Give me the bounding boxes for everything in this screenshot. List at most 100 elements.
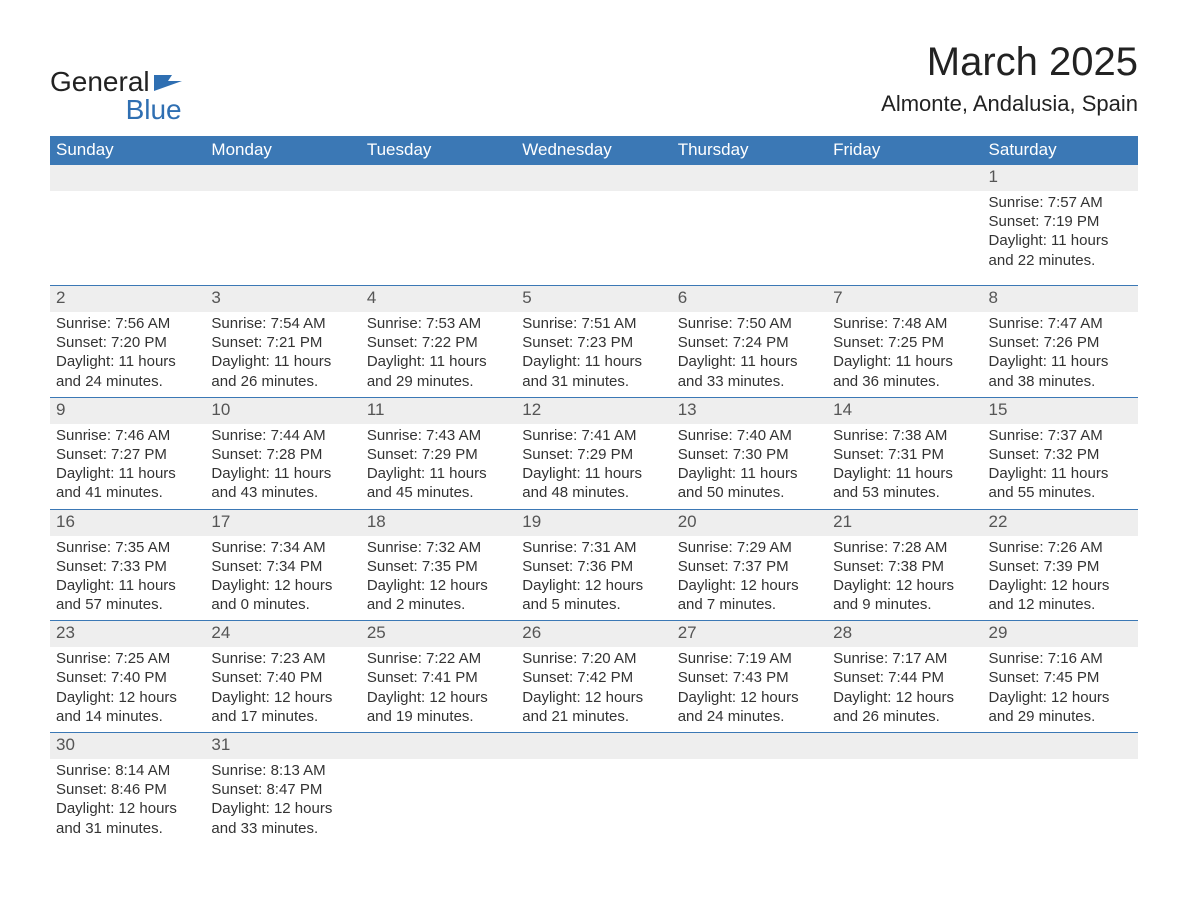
calendar-cell: 8Sunrise: 7:47 AMSunset: 7:26 PMDaylight… bbox=[983, 286, 1138, 398]
calendar-cell: 1Sunrise: 7:57 AMSunset: 7:19 PMDaylight… bbox=[983, 165, 1138, 286]
daylight-line: Daylight: 12 hours bbox=[678, 576, 821, 595]
daylight-line: and 57 minutes. bbox=[56, 595, 199, 614]
sunrise-line: Sunrise: 7:23 AM bbox=[211, 649, 354, 668]
sunrise-line: Sunrise: 7:19 AM bbox=[678, 649, 821, 668]
day-number: 20 bbox=[672, 510, 827, 536]
day-details: Sunrise: 7:17 AMSunset: 7:44 PMDaylight:… bbox=[827, 647, 982, 732]
calendar-cell: 3Sunrise: 7:54 AMSunset: 7:21 PMDaylight… bbox=[205, 286, 360, 398]
daylight-line: Daylight: 12 hours bbox=[367, 576, 510, 595]
daylight-line: and 0 minutes. bbox=[211, 595, 354, 614]
calendar-cell: 25Sunrise: 7:22 AMSunset: 7:41 PMDayligh… bbox=[361, 621, 516, 733]
day-details: Sunrise: 7:34 AMSunset: 7:34 PMDaylight:… bbox=[205, 536, 360, 621]
daylight-line: Daylight: 12 hours bbox=[522, 688, 665, 707]
day-number: 29 bbox=[983, 621, 1138, 647]
day-details: Sunrise: 7:53 AMSunset: 7:22 PMDaylight:… bbox=[361, 312, 516, 397]
daylight-line: and 24 minutes. bbox=[678, 707, 821, 726]
daylight-line: and 41 minutes. bbox=[56, 483, 199, 502]
sunrise-line: Sunrise: 7:29 AM bbox=[678, 538, 821, 557]
day-details bbox=[672, 759, 827, 843]
daylight-line: and 29 minutes. bbox=[989, 707, 1132, 726]
daylight-line: and 53 minutes. bbox=[833, 483, 976, 502]
day-number bbox=[361, 733, 516, 759]
day-details bbox=[205, 191, 360, 285]
sunset-line: Sunset: 7:38 PM bbox=[833, 557, 976, 576]
daylight-line: Daylight: 11 hours bbox=[522, 464, 665, 483]
calendar-body: 1Sunrise: 7:57 AMSunset: 7:19 PMDaylight… bbox=[50, 165, 1138, 844]
day-details: Sunrise: 7:35 AMSunset: 7:33 PMDaylight:… bbox=[50, 536, 205, 621]
daylight-line: Daylight: 11 hours bbox=[678, 352, 821, 371]
sunset-line: Sunset: 7:21 PM bbox=[211, 333, 354, 352]
sunset-line: Sunset: 7:22 PM bbox=[367, 333, 510, 352]
calendar-cell: 5Sunrise: 7:51 AMSunset: 7:23 PMDaylight… bbox=[516, 286, 671, 398]
daylight-line: and 9 minutes. bbox=[833, 595, 976, 614]
day-details: Sunrise: 7:46 AMSunset: 7:27 PMDaylight:… bbox=[50, 424, 205, 509]
daylight-line: and 2 minutes. bbox=[367, 595, 510, 614]
day-number bbox=[516, 733, 671, 759]
day-number: 1 bbox=[983, 165, 1138, 191]
day-details: Sunrise: 7:22 AMSunset: 7:41 PMDaylight:… bbox=[361, 647, 516, 732]
day-details bbox=[827, 191, 982, 285]
daylight-line: Daylight: 11 hours bbox=[56, 576, 199, 595]
day-details: Sunrise: 7:20 AMSunset: 7:42 PMDaylight:… bbox=[516, 647, 671, 732]
day-number: 7 bbox=[827, 286, 982, 312]
calendar-cell: 30Sunrise: 8:14 AMSunset: 8:46 PMDayligh… bbox=[50, 733, 205, 844]
calendar-cell: 27Sunrise: 7:19 AMSunset: 7:43 PMDayligh… bbox=[672, 621, 827, 733]
day-number: 30 bbox=[50, 733, 205, 759]
calendar-cell bbox=[983, 733, 1138, 844]
day-number bbox=[983, 733, 1138, 759]
day-number: 13 bbox=[672, 398, 827, 424]
daylight-line: and 36 minutes. bbox=[833, 372, 976, 391]
sunrise-line: Sunrise: 7:48 AM bbox=[833, 314, 976, 333]
day-details: Sunrise: 7:32 AMSunset: 7:35 PMDaylight:… bbox=[361, 536, 516, 621]
day-number: 16 bbox=[50, 510, 205, 536]
daylight-line: Daylight: 12 hours bbox=[211, 688, 354, 707]
calendar-cell: 12Sunrise: 7:41 AMSunset: 7:29 PMDayligh… bbox=[516, 397, 671, 509]
daylight-line: and 29 minutes. bbox=[367, 372, 510, 391]
weekday-header: Tuesday bbox=[361, 136, 516, 165]
sunset-line: Sunset: 7:23 PM bbox=[522, 333, 665, 352]
sunrise-line: Sunrise: 7:38 AM bbox=[833, 426, 976, 445]
day-details: Sunrise: 8:14 AMSunset: 8:46 PMDaylight:… bbox=[50, 759, 205, 844]
calendar-cell: 24Sunrise: 7:23 AMSunset: 7:40 PMDayligh… bbox=[205, 621, 360, 733]
logo-word-blue: Blue bbox=[50, 96, 182, 124]
day-details: Sunrise: 7:50 AMSunset: 7:24 PMDaylight:… bbox=[672, 312, 827, 397]
sunrise-line: Sunrise: 7:50 AM bbox=[678, 314, 821, 333]
calendar-cell: 15Sunrise: 7:37 AMSunset: 7:32 PMDayligh… bbox=[983, 397, 1138, 509]
sunset-line: Sunset: 7:40 PM bbox=[56, 668, 199, 687]
daylight-line: and 31 minutes. bbox=[56, 819, 199, 838]
sunset-line: Sunset: 7:36 PM bbox=[522, 557, 665, 576]
daylight-line: Daylight: 12 hours bbox=[833, 688, 976, 707]
daylight-line: Daylight: 11 hours bbox=[678, 464, 821, 483]
logo-text: General Blue bbox=[50, 68, 182, 124]
calendar-cell bbox=[516, 733, 671, 844]
daylight-line: Daylight: 11 hours bbox=[367, 464, 510, 483]
calendar-cell: 6Sunrise: 7:50 AMSunset: 7:24 PMDaylight… bbox=[672, 286, 827, 398]
sunset-line: Sunset: 7:29 PM bbox=[367, 445, 510, 464]
daylight-line: and 33 minutes. bbox=[678, 372, 821, 391]
calendar-week-row: 16Sunrise: 7:35 AMSunset: 7:33 PMDayligh… bbox=[50, 509, 1138, 621]
day-details: Sunrise: 7:40 AMSunset: 7:30 PMDaylight:… bbox=[672, 424, 827, 509]
sunrise-line: Sunrise: 7:26 AM bbox=[989, 538, 1132, 557]
day-details: Sunrise: 7:47 AMSunset: 7:26 PMDaylight:… bbox=[983, 312, 1138, 397]
daylight-line: and 43 minutes. bbox=[211, 483, 354, 502]
calendar-week-row: 2Sunrise: 7:56 AMSunset: 7:20 PMDaylight… bbox=[50, 286, 1138, 398]
day-number: 5 bbox=[516, 286, 671, 312]
calendar-page: General Blue March 2025 Almonte, Andalus… bbox=[0, 0, 1188, 918]
day-number bbox=[672, 165, 827, 191]
day-number bbox=[205, 165, 360, 191]
day-number bbox=[361, 165, 516, 191]
sunset-line: Sunset: 7:39 PM bbox=[989, 557, 1132, 576]
day-number: 23 bbox=[50, 621, 205, 647]
calendar-header-row: Sunday Monday Tuesday Wednesday Thursday… bbox=[50, 136, 1138, 165]
day-details: Sunrise: 7:31 AMSunset: 7:36 PMDaylight:… bbox=[516, 536, 671, 621]
daylight-line: and 50 minutes. bbox=[678, 483, 821, 502]
title-block: March 2025 Almonte, Andalusia, Spain bbox=[881, 40, 1138, 117]
calendar-week-row: 1Sunrise: 7:57 AMSunset: 7:19 PMDaylight… bbox=[50, 165, 1138, 286]
day-details bbox=[361, 759, 516, 843]
day-number bbox=[827, 165, 982, 191]
calendar-cell: 21Sunrise: 7:28 AMSunset: 7:38 PMDayligh… bbox=[827, 509, 982, 621]
calendar-cell: 14Sunrise: 7:38 AMSunset: 7:31 PMDayligh… bbox=[827, 397, 982, 509]
calendar-week-row: 9Sunrise: 7:46 AMSunset: 7:27 PMDaylight… bbox=[50, 397, 1138, 509]
daylight-line: and 45 minutes. bbox=[367, 483, 510, 502]
sunset-line: Sunset: 7:27 PM bbox=[56, 445, 199, 464]
